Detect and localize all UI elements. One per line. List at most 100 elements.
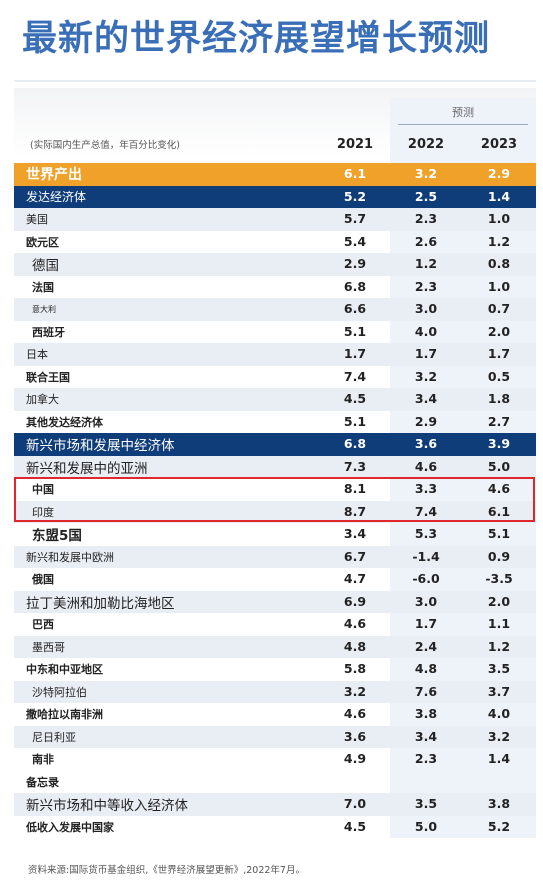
value-2022: 3.0	[414, 593, 438, 609]
value-2023: 1.7	[487, 346, 511, 361]
table-row: 墨西哥 4.8 2.4 1.2	[14, 635, 536, 658]
table-row: 低收入发展中国家 4.5 5.0 5.2	[14, 816, 536, 839]
row-label: 东盟5国	[32, 528, 82, 545]
value-2021: 5.1	[343, 413, 367, 429]
value-2021: 6.9	[343, 593, 367, 609]
growth-table: 世界产出 6.1 3.2 2.9 发达经济体 5.2 2.5 1.4 美国 5.7 2.3 1.0 欧元…	[14, 163, 536, 838]
value-2023: 0.8	[487, 256, 511, 271]
table-row: 俄国 4.7 -6.0 -3.5	[14, 568, 536, 591]
row-label: 新兴市场和发展中经济体	[26, 438, 175, 455]
table-row: 其他发达经济体 5.1 2.9 2.7	[14, 411, 536, 434]
value-2022: 3.4	[414, 391, 438, 406]
china-india-highlight-box	[14, 477, 535, 522]
forecast-underline	[398, 124, 528, 125]
value-2022: 3.5	[414, 796, 438, 811]
value-2023: 0.5	[487, 368, 511, 384]
value-2022: 2.4	[414, 638, 438, 654]
value-2022: 1.7	[414, 616, 438, 631]
row-label: 印度	[32, 505, 54, 519]
row-label: 墨西哥	[32, 640, 65, 654]
value-2023: 5.0	[487, 458, 511, 474]
value-2021: 4.9	[343, 751, 367, 766]
value-2021: 8.1	[343, 481, 367, 496]
row-label: 南非	[32, 753, 54, 767]
row-label: 低收入发展中国家	[26, 820, 114, 834]
value-2023: 3.2	[487, 728, 511, 744]
value-2023: 6.1	[487, 503, 511, 519]
value-2022: 2.3	[414, 278, 438, 294]
value-2023: 0.7	[487, 301, 511, 316]
value-2022: 3.0	[414, 301, 438, 316]
value-2022: 4.0	[414, 323, 438, 339]
value-2021: 4.7	[343, 571, 367, 586]
table-row: 意大利 6.6 3.0 0.7	[14, 298, 536, 321]
row-label: 新兴市场和中等收入经济体	[26, 798, 188, 815]
value-2023: 3.5	[487, 661, 511, 676]
table-row: 新兴和发展中的亚洲 7.3 4.6 5.0	[14, 455, 536, 478]
value-2022: 3.2	[414, 166, 438, 181]
value-2022: 2.9	[414, 413, 438, 429]
row-label: 新兴和发展中的亚洲	[26, 460, 148, 477]
table-row: 西班牙 5.1 4.0 2.0	[14, 321, 536, 344]
value-2022: 3.2	[414, 368, 438, 384]
value-2021: 5.8	[343, 661, 367, 676]
value-2021: 5.2	[343, 188, 367, 204]
row-label: 欧元区	[26, 235, 59, 249]
value-2022: 3.6	[414, 436, 438, 451]
row-label: 俄国	[32, 573, 54, 587]
value-2021: 7.4	[343, 368, 367, 384]
row-label: 美国	[26, 213, 48, 227]
value-2021: 5.7	[343, 211, 367, 226]
value-2021: 6.8	[343, 436, 367, 451]
value-2021: 1.7	[343, 346, 367, 361]
table-row: 沙特阿拉伯 3.2 7.6 3.7	[14, 680, 536, 703]
value-2022: 2.6	[414, 233, 438, 249]
table-row: 东盟5国 3.4 5.3 5.1	[14, 523, 536, 546]
table-row: 印度 8.7 7.4 6.1	[14, 500, 536, 523]
value-2021: 8.7	[343, 503, 367, 519]
value-2022: 7.6	[414, 683, 438, 699]
value-2023: 4.0	[487, 706, 511, 721]
table-row: 日本 1.7 1.7 1.7	[14, 343, 536, 366]
value-2021: 3.6	[343, 728, 367, 744]
table-row: 联合王国 7.4 3.2 0.5	[14, 366, 536, 389]
value-2022: 3.8	[414, 706, 438, 721]
table-row: 撒哈拉以南非洲 4.6 3.8 4.0	[14, 703, 536, 726]
value-2021: 6.8	[343, 278, 367, 294]
value-2023: 5.1	[487, 526, 511, 541]
row-label: 撒哈拉以南非洲	[26, 708, 103, 722]
value-2021: 4.5	[343, 391, 367, 406]
value-2021: 7.3	[343, 458, 367, 474]
row-label: 西班牙	[32, 325, 65, 339]
table-row: 尼日利亚 3.6 3.4 3.2	[14, 725, 536, 748]
value-2022: 1.2	[414, 256, 438, 271]
table-row: 加拿大 4.5 3.4 1.8	[14, 388, 536, 411]
value-2023: 3.9	[487, 436, 511, 451]
value-2022: 2.3	[414, 211, 438, 226]
unit-note: (实际国内生产总值，年百分比变化)	[30, 140, 180, 151]
value-2023: 1.1	[487, 616, 511, 631]
row-label: 尼日利亚	[32, 730, 76, 744]
value-2023: 0.9	[487, 548, 511, 564]
table-row: 南非 4.9 2.3 1.4	[14, 748, 536, 771]
value-2021: 4.5	[343, 818, 367, 834]
table-row: 巴西 4.6 1.7 1.1	[14, 613, 536, 636]
row-label: 联合王国	[26, 370, 70, 384]
table-row: 新兴市场和中等收入经济体 7.0 3.5 3.8	[14, 793, 536, 816]
value-2022: 3.4	[414, 728, 438, 744]
value-2023: 2.7	[487, 413, 511, 429]
row-label: 中东和中亚地区	[26, 663, 103, 677]
table-row: 中国 8.1 3.3 4.6	[14, 478, 536, 501]
table-row: 世界产出 6.1 3.2 2.9	[14, 163, 536, 186]
value-2022: 7.4	[414, 503, 438, 519]
row-label: 备忘录	[26, 775, 59, 789]
value-2021: 6.6	[343, 301, 367, 316]
value-2021: 3.2	[343, 683, 367, 699]
value-2021: 4.8	[343, 638, 367, 654]
row-label: 发达经济体	[26, 190, 87, 205]
value-2023: 1.2	[487, 638, 511, 654]
value-2021: 5.1	[343, 323, 367, 339]
row-label: 世界产出	[26, 167, 82, 184]
table-row: 美国 5.7 2.3 1.0	[14, 208, 536, 231]
row-label: 日本	[26, 348, 48, 362]
